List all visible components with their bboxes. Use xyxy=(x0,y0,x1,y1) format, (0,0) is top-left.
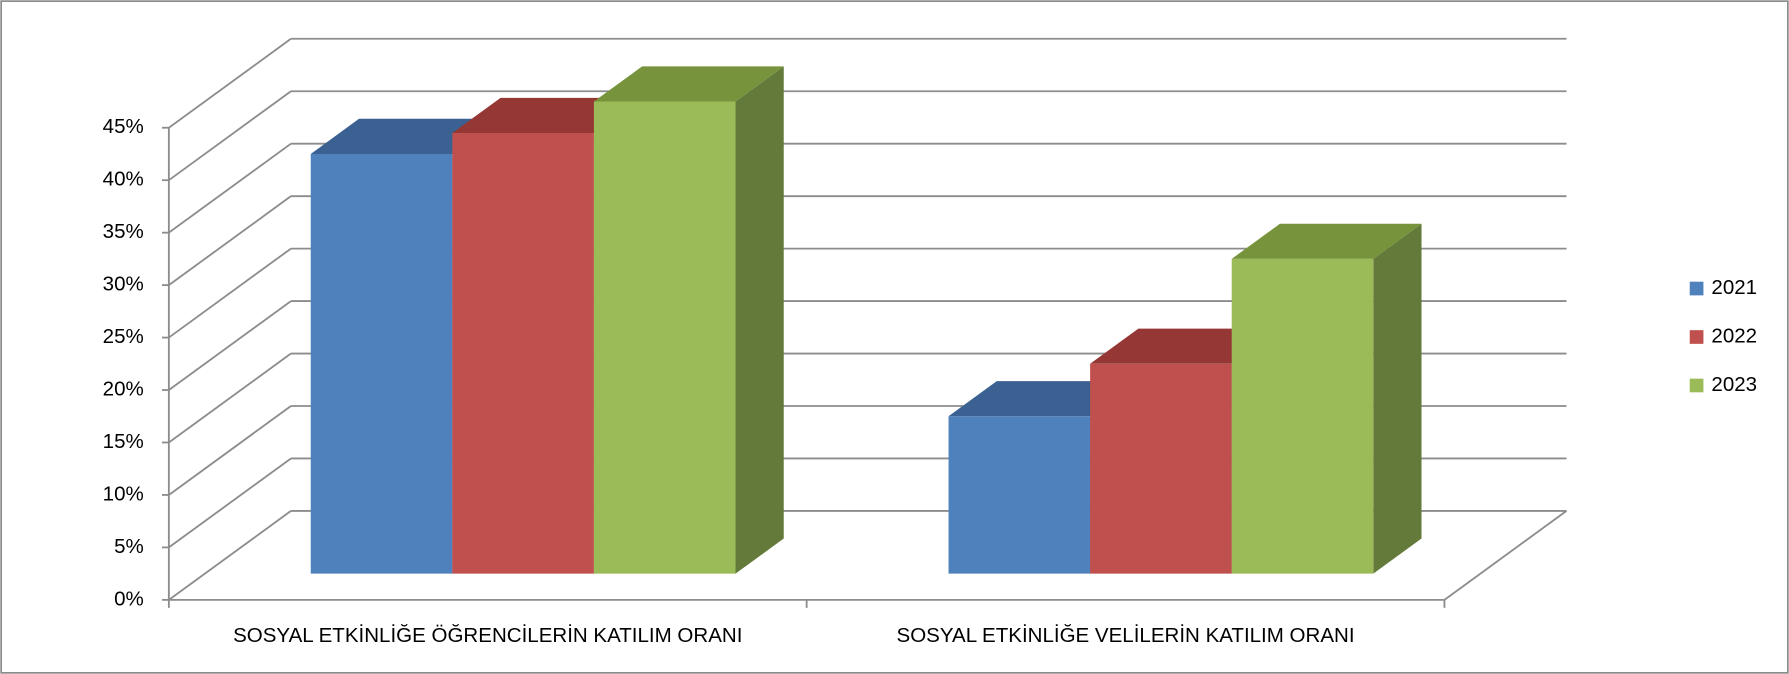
legend-label: 2021 xyxy=(1711,276,1757,299)
bar xyxy=(948,416,1091,574)
y-tick-label: 0% xyxy=(114,587,144,610)
y-tick-label: 25% xyxy=(103,325,144,348)
legend-label: 2022 xyxy=(1711,324,1757,347)
bar xyxy=(310,153,453,574)
bar xyxy=(452,132,594,574)
bar xyxy=(1090,363,1232,574)
x-tick-label: SOSYAL ETKİNLİĞE VELİLERİN KATILIM ORANI xyxy=(897,624,1355,647)
bar-top xyxy=(593,66,784,102)
wall-grid-line xyxy=(168,510,292,601)
bar xyxy=(1231,258,1374,574)
wall-grid-line xyxy=(168,300,292,391)
wall-grid-line xyxy=(168,142,292,234)
wall-grid-line xyxy=(168,405,292,496)
bar-side xyxy=(735,66,784,574)
wall-grid-line xyxy=(168,352,292,444)
wall-grid-line xyxy=(168,247,292,339)
wall-grid-line xyxy=(168,38,292,129)
y-tick-label: 10% xyxy=(103,482,144,505)
x-tick-label: SOSYAL ETKİNLİĞE ÖĞRENCİLERİN KATILIM OR… xyxy=(233,624,742,647)
legend-label: 2023 xyxy=(1711,373,1757,396)
y-tick-label: 15% xyxy=(103,430,144,453)
bar-top xyxy=(1231,223,1422,259)
y-tick-label: 20% xyxy=(103,377,144,400)
y-tick-label: 35% xyxy=(103,220,144,243)
floor-edge xyxy=(1443,510,1568,601)
y-tick-label: 40% xyxy=(103,168,144,191)
y-tick-label: 30% xyxy=(103,273,144,296)
y-tick-label: 45% xyxy=(103,115,144,138)
bar xyxy=(593,101,736,574)
legend-swatch xyxy=(1689,378,1704,393)
legend-swatch xyxy=(1689,330,1704,344)
legend-swatch xyxy=(1689,281,1704,296)
wall-grid-line xyxy=(168,457,292,549)
y-tick-label: 5% xyxy=(114,535,144,558)
bar-side xyxy=(1373,223,1422,574)
wall-grid-line xyxy=(168,195,292,286)
wall-grid-line xyxy=(168,90,292,181)
